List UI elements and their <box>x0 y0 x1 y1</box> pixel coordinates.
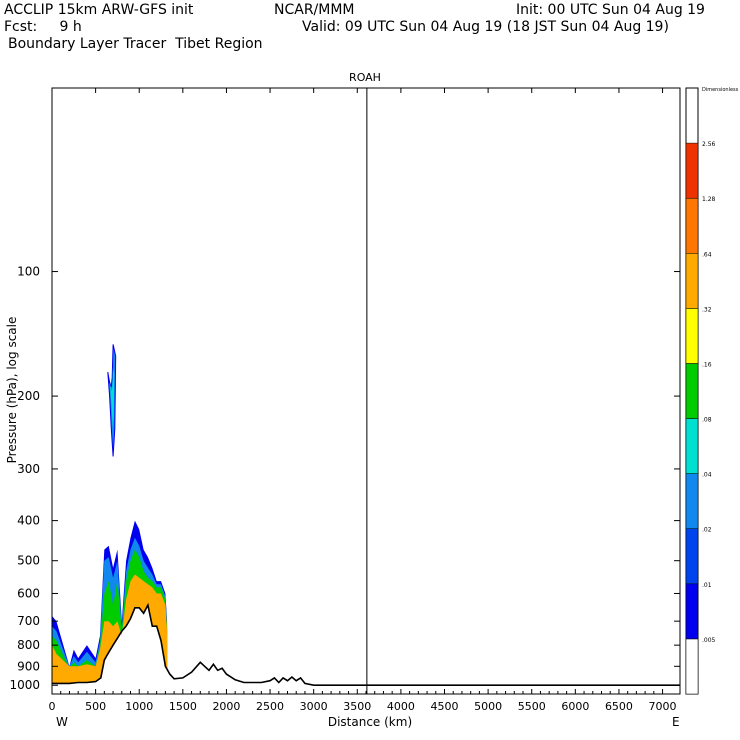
y-axis-label: Pressure (hPa), log scale <box>5 317 19 464</box>
y-tick-label: 800 <box>17 638 40 652</box>
x-tick-label: 2000 <box>212 700 240 713</box>
y-tick-label: 300 <box>17 462 40 476</box>
colorbar-label: .01 <box>702 582 712 589</box>
x-tick-label: 7000 <box>649 700 677 713</box>
y-tick-label: 200 <box>17 389 40 403</box>
left-end-label: W <box>56 715 68 729</box>
header-line3-left: Boundary Layer Tracer Tibet Region <box>8 36 263 52</box>
y-tick-label: 900 <box>17 659 40 673</box>
colorbar-swatch <box>685 583 699 640</box>
header-line1-right: Init: 00 UTC Sun 04 Aug 19 <box>516 2 705 18</box>
colorbar-swatch <box>685 363 699 419</box>
x-tick-label: 1000 <box>125 700 153 713</box>
y-tick-label: 400 <box>17 514 40 528</box>
colorbar-label: .64 <box>702 251 712 258</box>
y-tick-label: 700 <box>17 614 40 628</box>
header-line2-left: Fcst: 9 h <box>4 19 82 35</box>
x-tick-label: 6000 <box>561 700 589 713</box>
colorbar-swatch <box>685 308 699 364</box>
x-tick-label: 4000 <box>387 700 415 713</box>
colorbar-label: 1.28 <box>702 196 716 203</box>
x-tick-label: 5500 <box>518 700 546 713</box>
x-tick-label: 1500 <box>169 700 197 713</box>
x-tick-label: 5000 <box>474 700 502 713</box>
tracer-layer-p64 <box>52 574 168 684</box>
header-line1-mid: NCAR/MMM <box>274 2 355 18</box>
colorbar-label: .08 <box>702 417 712 424</box>
x-tick-label: 2500 <box>256 700 284 713</box>
colorbar-label: .16 <box>702 361 712 368</box>
colorbar-swatch <box>685 142 699 199</box>
colorbar-unit-label: Dimensionless <box>702 87 739 93</box>
colorbar-swatch <box>685 418 699 474</box>
colorbar-swatch <box>685 473 699 529</box>
right-end-label: E <box>672 715 680 729</box>
x-tick-label: 4500 <box>431 700 459 713</box>
colorbar-swatch <box>685 528 699 585</box>
colorbar-label: .32 <box>702 306 712 313</box>
x-tick-label: 3000 <box>300 700 328 713</box>
colorbar-label: .02 <box>702 527 712 534</box>
x-tick-label: 500 <box>85 700 106 713</box>
y-tick-label: 1000 <box>9 678 40 692</box>
x-tick-label: 0 <box>49 700 56 713</box>
y-tick-label: 600 <box>17 586 40 600</box>
x-axis-label: Distance (km) <box>328 715 412 729</box>
header-line2-right: Valid: 09 UTC Sun 04 Aug 19 (18 JST Sun … <box>302 19 669 35</box>
colorbar-swatch <box>685 253 699 309</box>
x-tick-label: 3500 <box>343 700 371 713</box>
upper-plume-core <box>110 367 115 430</box>
colorbar-label: 2.56 <box>702 141 716 148</box>
colorbar-swatch <box>685 638 699 695</box>
header-line1-left: ACCLIP 15km ARW-GFS init <box>4 2 194 18</box>
terrain-line <box>52 602 680 686</box>
colorbar-swatch <box>685 197 699 254</box>
y-tick-label: 100 <box>17 265 40 279</box>
y-tick-label: 500 <box>17 554 40 568</box>
x-tick-label: 6500 <box>605 700 633 713</box>
colorbar-label: .04 <box>702 472 712 479</box>
colorbar-label: .005 <box>702 637 716 644</box>
chart-title: ROAH <box>349 71 381 84</box>
